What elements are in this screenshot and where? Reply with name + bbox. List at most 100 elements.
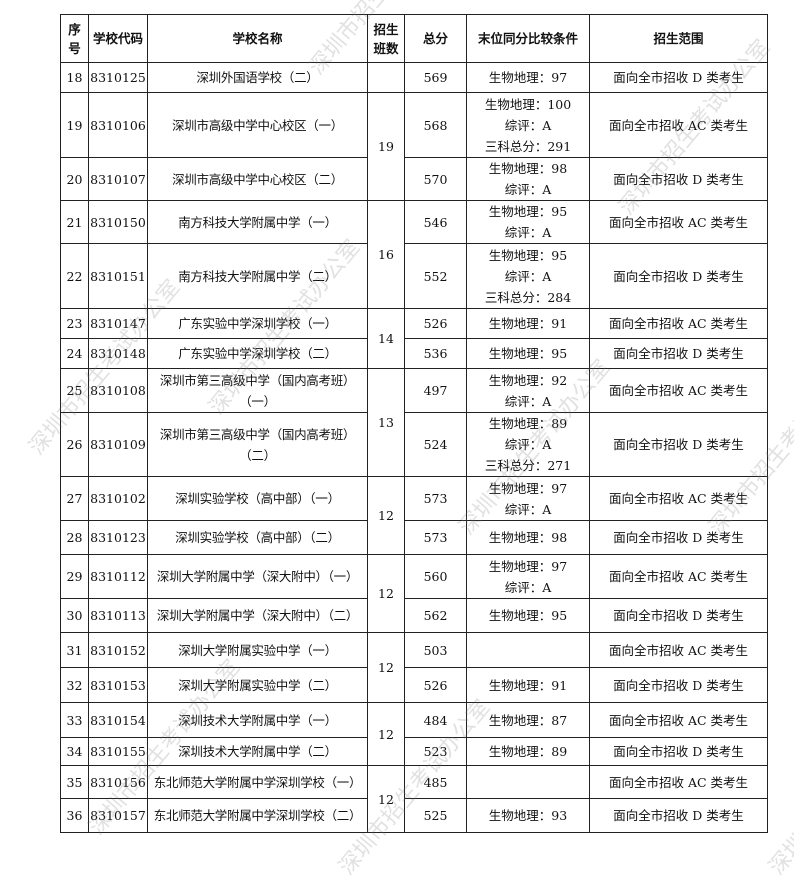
tie-break-condition: 生物地理：95 综评：A 三科总分：284 [466, 243, 590, 309]
condition-line: 生物地理：93 [488, 808, 568, 823]
condition-line: 生物地理：89 [488, 416, 568, 431]
condition-line: 综评：A [504, 182, 552, 197]
school-code: 8310112 [88, 554, 148, 599]
total-score: 526 [404, 308, 467, 339]
condition-line: 生物地理：95 [488, 204, 568, 219]
total-score: 570 [404, 157, 467, 201]
school-code: 8310107 [88, 157, 148, 201]
school-name-line: 深圳市高级中学中心校区（一） [172, 117, 343, 133]
total-score: 523 [404, 737, 467, 766]
school-name: 东北师范大学附属中学深圳学校（二） [147, 798, 368, 833]
school-code: 8310109 [88, 412, 148, 477]
school-code: 8310155 [88, 737, 148, 766]
total-score: 485 [404, 765, 467, 799]
school-name-line: 深圳大学附属实验中学（一） [178, 642, 337, 658]
row-number: 28 [60, 520, 89, 555]
school-code: 8310123 [88, 520, 148, 555]
admission-scope: 面向全市招收 AC 类考生 [589, 368, 768, 413]
table-body: 18 8310125 深圳外国语学校（二） 569 生物地理：97 面向全市招收 D 类考… [60, 62, 768, 833]
condition-line: 生物地理：87 [488, 712, 568, 728]
tie-break-condition: 生物地理：87 [466, 702, 590, 738]
school-name-line: 东北师范大学附属中学深圳学校（一） [153, 774, 362, 790]
total-score: 568 [404, 92, 467, 158]
school-name-line: 深圳大学附属中学（深大附中）（二） [156, 608, 359, 623]
school-code: 8310125 [88, 62, 148, 93]
school-name-line: （二） [239, 447, 276, 463]
school-name-line: 深圳外国语学校（二） [196, 70, 319, 85]
table-row: 33 8310154 深圳技术大学附属中学（一） 12 484 生物地理：87 面向全市招收… [60, 702, 768, 766]
row-number: 20 [60, 157, 89, 201]
school-name: 深圳大学附属中学（深大附中）（二） [147, 598, 368, 633]
tie-break-condition: 生物地理：89 [466, 737, 590, 766]
admission-scope: 面向全市招收 D 类考生 [589, 412, 768, 477]
school-name: 广东实验中学深圳学校（二） [147, 338, 368, 369]
row-number: 35 [60, 765, 89, 799]
school-name: 深圳技术大学附属中学（二） [147, 737, 368, 766]
row-number: 19 [60, 92, 89, 158]
total-score: 562 [404, 598, 467, 633]
tie-break-condition: 生物地理：93 [466, 798, 590, 833]
header-code: 学校代码 [88, 14, 148, 63]
class-count: 12 [367, 765, 405, 833]
row-number: 21 [60, 200, 89, 244]
school-name: 深圳实验学校（高中部）（一） [147, 476, 368, 521]
tie-break-condition: 生物地理：95 [466, 598, 590, 633]
row-number: 36 [60, 798, 89, 833]
header-seq: 序号 [60, 14, 89, 63]
class-count: 12 [367, 702, 405, 766]
condition-line: 生物地理：95 [488, 247, 568, 263]
tie-break-condition: 生物地理：89 综评：A 三科总分：271 [466, 412, 590, 477]
school-code: 8310147 [88, 308, 148, 339]
school-name-line: 深圳市第三高级中学（国内高考班） [159, 372, 356, 388]
school-code: 8310102 [88, 476, 148, 521]
total-score: 552 [404, 243, 467, 309]
row-number: 26 [60, 412, 89, 477]
school-name: 南方科技大学附属中学（一） [147, 200, 368, 244]
header-condition: 末位同分比较条件 [466, 14, 590, 63]
school-name-line: 深圳市高级中学中心校区（二） [172, 171, 343, 187]
header-row: 序号 学校代码 学校名称 招生班数 总分 末位同分比较条件 招生范围 [60, 14, 768, 63]
school-code: 8310108 [88, 368, 148, 413]
school-name-line: （一） [239, 393, 276, 409]
school-name: 深圳市高级中学中心校区（一） [147, 92, 368, 158]
tie-break-condition: 生物地理：92 综评：A [466, 368, 590, 413]
condition-line: 综评：A [504, 393, 552, 409]
condition-line: 生物地理：98 [488, 530, 568, 545]
school-code: 8310152 [88, 632, 148, 668]
admission-scope: 面向全市招收 AC 类考生 [589, 702, 768, 738]
condition-line: 三科总分：284 [484, 289, 572, 305]
class-count [367, 62, 405, 93]
class-count: 12 [367, 476, 405, 555]
condition-line: 三科总分：271 [484, 458, 572, 473]
table-row: 27 8310102 深圳实验学校（高中部）（一） 12 573 生物地理：97 综评：A 面… [60, 476, 768, 555]
table-row: 19 8310106 深圳市高级中学中心校区（一） 19 568 生物地理：100 综评：A… [60, 92, 768, 201]
tie-break-condition: 生物地理：97 综评：A [466, 476, 590, 521]
total-score: 497 [404, 368, 467, 413]
admission-scope: 面向全市招收 D 类考生 [589, 520, 768, 555]
table-row: 24 8310148 广东实验中学深圳学校（二） 536 生物地理：95 面向全市招收 D… [60, 338, 768, 369]
admission-scope: 面向全市招收 D 类考生 [589, 62, 768, 93]
total-score: 569 [404, 62, 467, 93]
row-number: 33 [60, 702, 89, 738]
admission-scope: 面向全市招收 D 类考生 [589, 338, 768, 369]
total-score: 573 [404, 520, 467, 555]
condition-line: 综评：A [504, 437, 552, 452]
condition-line: 综评：A [504, 579, 552, 595]
row-number: 25 [60, 368, 89, 413]
total-score: 560 [404, 554, 467, 599]
school-name: 深圳大学附属中学（深大附中）（一） [147, 554, 368, 599]
admission-scope: 面向全市招收 AC 类考生 [589, 765, 768, 799]
row-number: 24 [60, 338, 89, 369]
tie-break-condition: 生物地理：100 综评：A 三科总分：291 [466, 92, 590, 158]
condition-line: 生物地理：97 [488, 558, 568, 574]
school-name-line: 深圳大学附属实验中学（二） [178, 677, 337, 693]
table-row: 34 8310155 深圳技术大学附属中学（二） 523 生物地理：89 面向全市招收 D… [60, 737, 768, 766]
school-name: 广东实验中学深圳学校（一） [147, 308, 368, 339]
admission-scope: 面向全市招收 D 类考生 [589, 243, 768, 309]
admission-scope: 面向全市招收 D 类考生 [589, 798, 768, 833]
table-row: 36 8310157 东北师范大学附属中学深圳学校（二） 525 生物地理：93 面向全市… [60, 798, 768, 833]
condition-line: 生物地理：91 [488, 316, 568, 331]
condition-line: 生物地理：89 [488, 744, 568, 759]
condition-line: 三科总分：291 [484, 138, 572, 154]
total-score: 536 [404, 338, 467, 369]
